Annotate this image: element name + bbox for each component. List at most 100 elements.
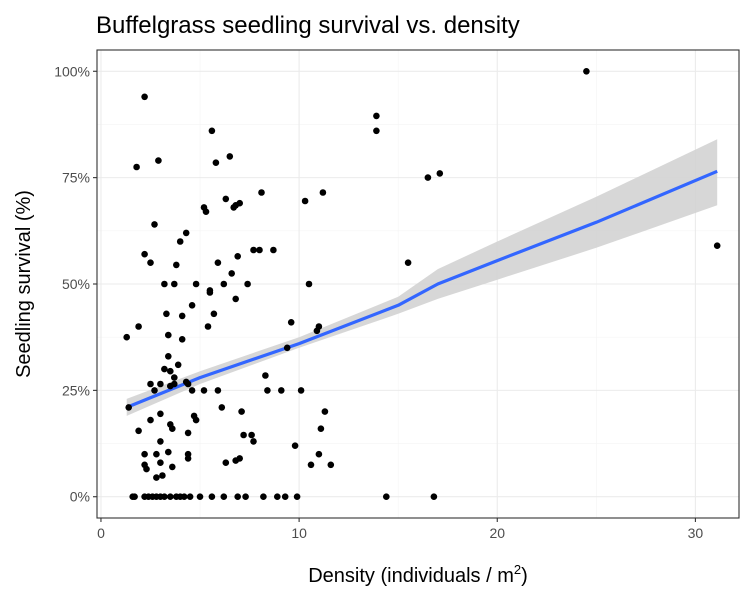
data-point <box>174 361 182 369</box>
data-point <box>383 493 390 501</box>
data-point <box>163 310 170 318</box>
data-point <box>274 493 281 501</box>
data-point <box>214 387 222 394</box>
data-point <box>196 493 204 501</box>
y-tick-label: 100% <box>54 63 90 79</box>
data-point <box>240 431 247 439</box>
data-point <box>218 404 226 411</box>
y-tick-label: 0% <box>70 489 90 505</box>
y-tick-label: 75% <box>62 170 90 186</box>
data-point <box>161 280 168 288</box>
data-point <box>278 387 285 394</box>
data-point <box>258 189 265 196</box>
data-point <box>202 208 210 215</box>
data-point <box>315 323 323 330</box>
data-point <box>125 404 132 411</box>
data-point <box>157 438 164 445</box>
x-axis-title-main: Density (individuals / m <box>308 565 514 587</box>
data-point <box>184 429 192 437</box>
data-point <box>234 252 241 260</box>
x-axis-title-superscript: 2 <box>514 562 521 577</box>
data-point <box>169 425 176 433</box>
data-point <box>242 493 249 501</box>
data-point <box>167 493 174 501</box>
data-point <box>153 450 160 458</box>
data-point <box>171 374 178 381</box>
data-point <box>291 442 299 450</box>
data-points <box>123 68 721 501</box>
data-point <box>236 455 243 462</box>
data-point <box>210 310 218 318</box>
data-point <box>287 319 295 326</box>
data-point <box>184 455 192 462</box>
data-point <box>171 280 178 288</box>
data-point <box>178 312 186 320</box>
data-point <box>293 493 301 501</box>
data-point <box>182 229 190 237</box>
data-point <box>147 259 154 267</box>
data-point <box>404 259 412 267</box>
data-point <box>178 336 186 343</box>
x-tick-label: 30 <box>688 525 704 541</box>
data-point <box>228 270 235 277</box>
data-point <box>226 153 234 160</box>
data-point <box>281 493 289 501</box>
x-axis-title-close: ) <box>521 565 528 587</box>
data-point <box>151 387 158 394</box>
data-point <box>262 372 269 379</box>
data-point <box>713 242 721 249</box>
data-point <box>157 410 164 418</box>
data-point <box>171 380 178 388</box>
confidence-band <box>126 139 718 416</box>
data-point <box>220 280 228 288</box>
data-point <box>301 197 309 205</box>
data-point <box>135 323 142 330</box>
data-point <box>153 474 160 481</box>
data-point <box>234 493 241 501</box>
data-point <box>319 189 327 196</box>
data-point <box>430 493 438 501</box>
data-point <box>165 331 172 339</box>
data-point <box>135 427 142 435</box>
data-point <box>373 112 380 120</box>
data-point <box>180 493 188 501</box>
data-point <box>232 295 239 303</box>
data-point <box>321 408 329 415</box>
data-point <box>297 387 305 394</box>
data-point <box>167 367 174 375</box>
regression-line <box>126 169 718 409</box>
data-point <box>131 493 138 501</box>
x-tick-label: 0 <box>97 525 105 541</box>
x-tick-label: 10 <box>291 525 307 541</box>
data-point <box>151 221 158 228</box>
data-point <box>200 387 208 394</box>
data-point <box>250 438 257 445</box>
data-point <box>248 431 255 439</box>
data-point <box>214 259 222 267</box>
y-axis: 0% 25% 50% 75% 100% <box>54 63 97 505</box>
data-point <box>424 174 432 181</box>
data-point <box>184 380 192 388</box>
data-point <box>161 493 168 501</box>
minor-grid <box>97 50 739 518</box>
data-point <box>212 159 220 166</box>
data-point <box>204 323 212 330</box>
data-point <box>188 302 196 309</box>
data-point <box>583 68 590 75</box>
data-point <box>220 493 228 501</box>
confidence-band-layer <box>126 139 718 416</box>
data-point <box>307 461 315 469</box>
data-point <box>250 246 257 254</box>
data-point <box>173 261 180 269</box>
x-tick-label: 20 <box>489 525 505 541</box>
y-axis-title: Seedling survival (%) <box>13 190 35 378</box>
data-point <box>305 280 313 288</box>
data-point <box>165 353 172 360</box>
data-point <box>244 280 251 288</box>
data-point <box>208 493 216 501</box>
data-point <box>123 333 130 341</box>
y-tick-label: 25% <box>62 382 90 398</box>
data-point <box>141 93 148 101</box>
y-tick-label: 50% <box>62 276 90 292</box>
data-point <box>161 365 168 373</box>
